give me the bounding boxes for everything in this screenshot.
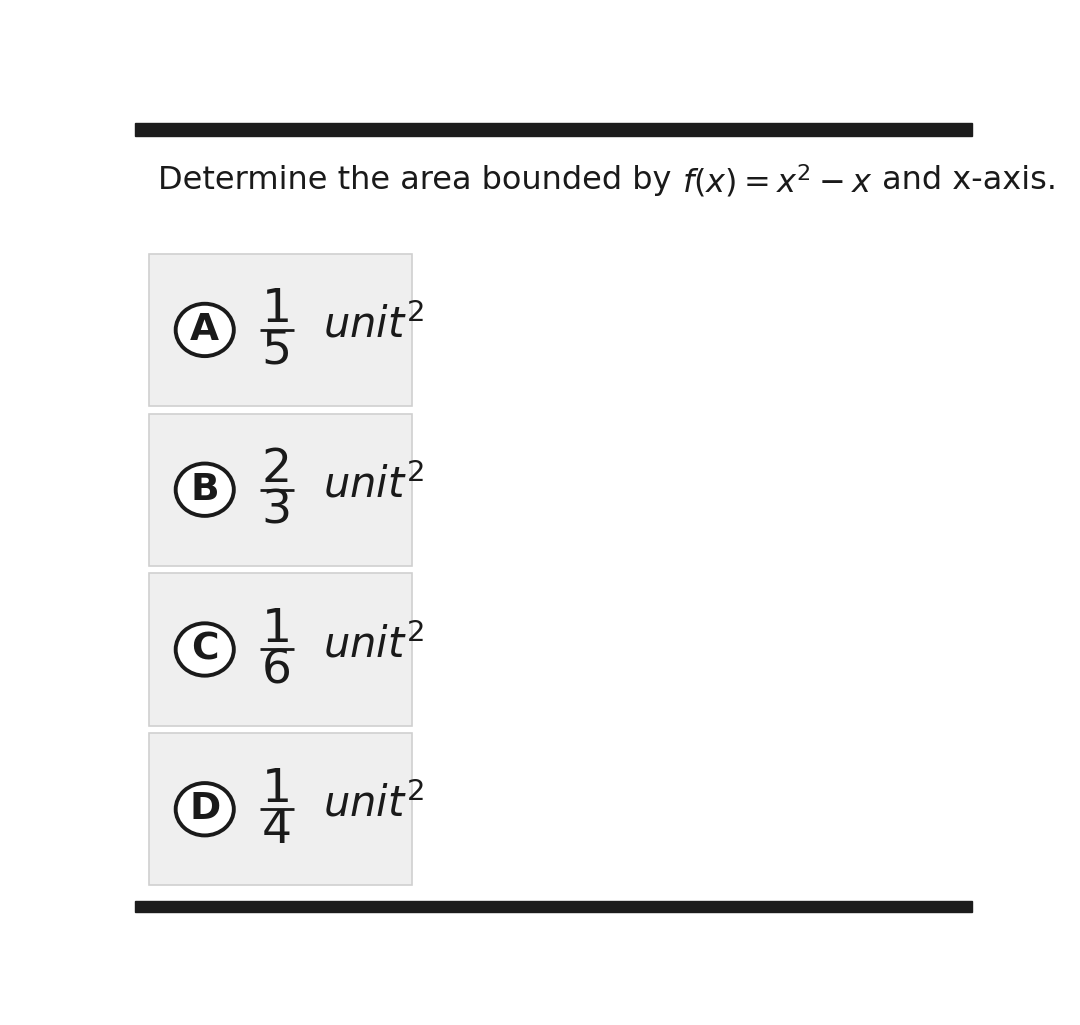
- Ellipse shape: [176, 303, 233, 356]
- Text: 4: 4: [261, 809, 292, 854]
- Ellipse shape: [176, 623, 233, 675]
- Text: $\mathit{unit}^2$: $\mathit{unit}^2$: [323, 623, 424, 666]
- FancyBboxPatch shape: [149, 414, 413, 566]
- Ellipse shape: [176, 783, 233, 835]
- Bar: [135, 123, 972, 136]
- Ellipse shape: [176, 463, 233, 516]
- FancyBboxPatch shape: [149, 733, 413, 886]
- FancyBboxPatch shape: [149, 254, 413, 406]
- Text: 1: 1: [261, 607, 292, 652]
- Text: $f(x) = x^2 - x$: $f(x) = x^2 - x$: [681, 162, 873, 199]
- Text: 3: 3: [261, 489, 292, 534]
- Text: Determine the area bounded by: Determine the area bounded by: [159, 165, 681, 196]
- Text: $\mathit{unit}^2$: $\mathit{unit}^2$: [323, 464, 424, 506]
- Text: 2: 2: [261, 447, 292, 492]
- Text: B: B: [190, 472, 219, 507]
- FancyBboxPatch shape: [149, 573, 413, 726]
- Text: D: D: [189, 791, 220, 827]
- Bar: [135, 901, 972, 912]
- Text: C: C: [191, 631, 218, 667]
- Text: 1: 1: [261, 767, 292, 812]
- Text: $\mathit{unit}^2$: $\mathit{unit}^2$: [323, 783, 424, 826]
- Text: and x-axis.: and x-axis.: [873, 165, 1057, 196]
- Text: 6: 6: [261, 649, 292, 694]
- Text: $\mathit{unit}^2$: $\mathit{unit}^2$: [323, 304, 424, 346]
- Text: 5: 5: [261, 329, 292, 374]
- Text: 1: 1: [261, 287, 292, 332]
- Text: A: A: [190, 312, 219, 347]
